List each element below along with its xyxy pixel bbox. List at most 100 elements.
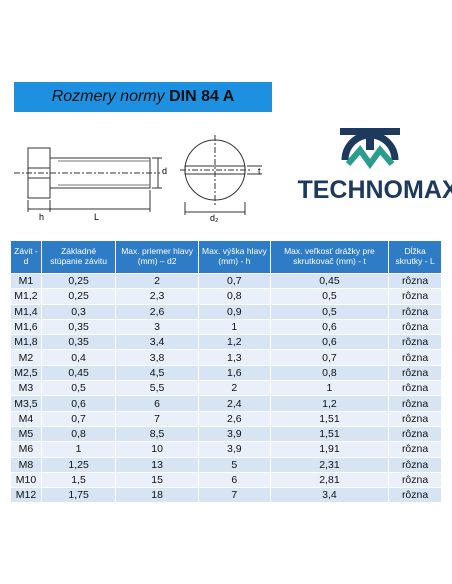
table-cell: 0,7: [40, 410, 117, 427]
table-cell: rôzna: [388, 471, 442, 489]
table-cell: M2: [10, 349, 42, 366]
table-cell: 0,6: [269, 318, 390, 336]
table-cell: M1,2: [10, 288, 42, 305]
table-cell: 1,3: [197, 349, 271, 366]
table-cell: M4: [10, 410, 42, 427]
table-cell: rôzna: [388, 364, 442, 382]
table-cell: M3: [10, 380, 42, 397]
table-cell: 15: [115, 471, 199, 489]
table-cell: 2,6: [115, 303, 199, 320]
table-cell: 0,45: [40, 364, 117, 382]
table-cell: 10: [115, 441, 199, 458]
table-cell: 18: [115, 487, 199, 504]
table-cell: 0,5: [269, 288, 390, 305]
label-t: t: [258, 166, 261, 176]
table-cell: 2,4: [197, 395, 271, 412]
table-cell: 0,35: [40, 318, 117, 336]
table-cell: 0,6: [269, 334, 390, 351]
table-cell: 1: [269, 380, 390, 397]
table-cell: 0,6: [40, 395, 117, 412]
table-cell: M1,4: [10, 303, 42, 320]
table-cell: 0,8: [269, 364, 390, 382]
table-cell: 1,91: [269, 441, 390, 458]
table-cell: 7: [197, 487, 271, 504]
table-cell: 0,4: [40, 349, 117, 366]
table-cell: 0,9: [197, 303, 271, 320]
table-cell: 1: [197, 318, 271, 336]
table-cell: 6: [115, 395, 199, 412]
label-d2: d₂: [210, 213, 219, 223]
table-cell: rôzna: [388, 380, 442, 397]
label-d: d: [162, 166, 167, 176]
header-cell: Max. výška hlavy (mm) - h: [197, 240, 271, 274]
table-cell: rôzna: [388, 318, 442, 336]
table-cell: 2,31: [269, 456, 390, 473]
table-row: M2 0,4 3,8 1,3 0,7 rôzna: [10, 349, 442, 366]
table-cell: 3,9: [197, 425, 271, 443]
table-cell: 2,3: [115, 288, 199, 305]
table-cell: rôzna: [388, 334, 442, 351]
table-row: M1,4 0,3 2,6 0,9 0,5 rôzna: [10, 303, 442, 320]
table-cell: 1,75: [40, 487, 117, 504]
table-cell: 5: [197, 456, 271, 473]
table-cell: 0,35: [40, 334, 117, 351]
title-prefix: Rozmery normy: [51, 88, 165, 105]
title-banner: Rozmery normy DIN 84 A: [14, 82, 272, 112]
table-cell: rôzna: [388, 288, 442, 305]
table-cell: rôzna: [388, 441, 442, 458]
table-cell: M3,5: [10, 395, 42, 412]
table-cell: 13: [115, 456, 199, 473]
header-cell: Závit - d: [10, 240, 42, 274]
table-row: M2,5 0,45 4,5 1,6 0,8 rôzna: [10, 364, 442, 382]
table-cell: rôzna: [388, 349, 442, 366]
table-cell: 1,6: [197, 364, 271, 382]
table-cell: 7: [115, 410, 199, 427]
table-row: M1,2 0,25 2,3 0,8 0,5 rôzna: [10, 288, 442, 305]
table-cell: 3: [115, 318, 199, 336]
table-cell: 0,8: [40, 425, 117, 443]
table-cell: 1,25: [40, 456, 117, 473]
table-row: M6 1 10 3,9 1,91 rôzna: [10, 441, 442, 458]
table-row: M3 0,5 5,5 2 1 rôzna: [10, 380, 442, 397]
header-cell: Max. veľkosť drážky pre skrutkovač (mm) …: [269, 240, 390, 274]
table-cell: 3,4: [269, 487, 390, 504]
table-row: M1,6 0,35 3 1 0,6 rôzna: [10, 318, 442, 336]
table-row: M8 1,25 13 5 2,31 rôzna: [10, 456, 442, 473]
table-cell: M12: [10, 487, 42, 504]
table-cell: 1: [40, 441, 117, 458]
table-row: M5 0,8 8,5 3,9 1,51 rôzna: [10, 425, 442, 443]
table-row: M4 0,7 7 2,6 1,51 rôzna: [10, 410, 442, 427]
table-cell: 0,5: [269, 303, 390, 320]
table-cell: M10: [10, 471, 42, 489]
table-cell: 0,7: [197, 272, 271, 290]
table-cell: 0,45: [269, 272, 390, 290]
header-cell: Dĺžka skrutky - L: [388, 240, 442, 274]
logo-text: TECHNOMAX: [297, 176, 452, 204]
table-cell: 3,8: [115, 349, 199, 366]
table-cell: rôzna: [388, 456, 442, 473]
table-cell: 6: [197, 471, 271, 489]
table-cell: 8,5: [115, 425, 199, 443]
table-cell: rôzna: [388, 395, 442, 412]
table-cell: 0,3: [40, 303, 117, 320]
table-cell: 5,5: [115, 380, 199, 397]
table-cell: 0,25: [40, 272, 117, 290]
table-cell: rôzna: [388, 487, 442, 504]
table-cell: 0,25: [40, 288, 117, 305]
table-cell: 0,8: [197, 288, 271, 305]
table-cell: M2,5: [10, 364, 42, 382]
table-cell: 0,5: [40, 380, 117, 397]
table-row: M1 0,25 2 0,7 0,45 rôzna: [10, 272, 442, 290]
table-cell: 2,6: [197, 410, 271, 427]
table-cell: rôzna: [388, 272, 442, 290]
table-cell: 1,2: [197, 334, 271, 351]
table-cell: 2: [197, 380, 271, 397]
table-cell: M8: [10, 456, 42, 473]
logo-icon: [340, 128, 400, 170]
table-row: M1,8 0,35 3,4 1,2 0,6 rôzna: [10, 334, 442, 351]
table-cell: 4,5: [115, 364, 199, 382]
table: Závit - d Základné stúpanie závitu Max. pr…: [10, 240, 442, 504]
table-cell: rôzna: [388, 303, 442, 320]
table-cell: M1: [10, 272, 42, 290]
